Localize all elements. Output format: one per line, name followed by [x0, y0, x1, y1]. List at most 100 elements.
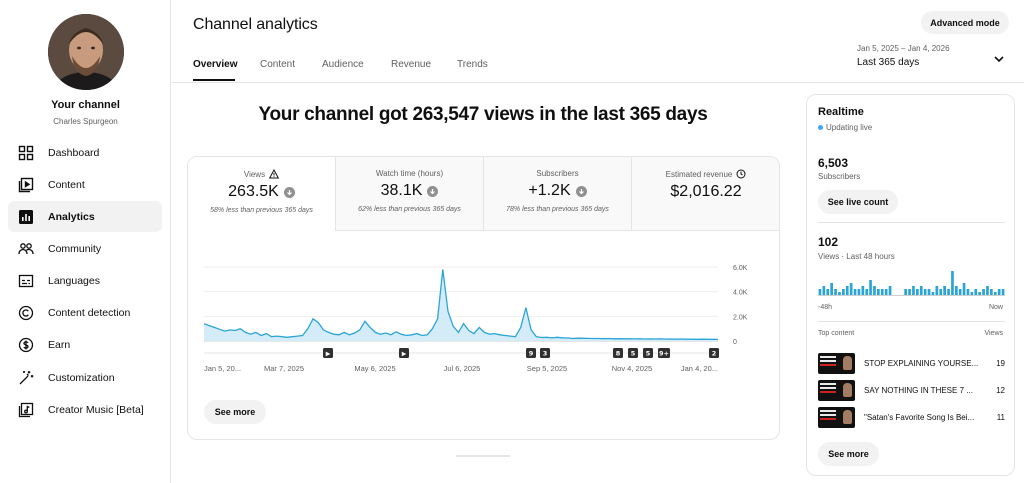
top-content-item[interactable]: SAY NOTHING IN THESE 7 ... 12	[818, 379, 1005, 401]
views-chart[interactable]: 6.0K 4.0K 2.0K 0 ▶ ▶ 9 3 8 5 5 9+ 2 Jan 5, 20... Mar 7…	[188, 255, 780, 385]
x-tick-label: Jan 4, 20...	[681, 364, 718, 373]
metric-revenue[interactable]: Estimated revenue $2,016.22	[632, 157, 779, 231]
realtime-bar	[884, 289, 888, 295]
realtime-bar	[943, 286, 946, 295]
sidebar-item-label: Content detection	[48, 306, 131, 319]
sidebar: Your channel Charles Spurgeon Dashboard …	[0, 0, 171, 483]
see-more-button[interactable]: See more	[204, 400, 266, 424]
metric-label: Estimated revenue	[665, 169, 733, 179]
realtime-bar	[904, 289, 907, 295]
metric-compare: 58% less than previous 365 days	[210, 207, 313, 214]
updating-live-text: Updating live	[826, 123, 873, 132]
realtime-bar	[993, 292, 997, 295]
overview-card: Views 263.5K 58% less than previous 365 …	[187, 156, 780, 440]
tab-audience[interactable]: Audience	[322, 59, 364, 70]
sidebar-item-creator-music[interactable]: Creator Music [Beta]	[8, 394, 162, 425]
sidebar-item-customization[interactable]: Customization	[8, 362, 162, 393]
tab-content[interactable]: Content	[260, 59, 296, 70]
x-tick-label: Jan 5, 20...	[204, 364, 241, 373]
axis-start-label: -48h	[818, 304, 833, 311]
updating-live: Updating live	[818, 123, 872, 132]
sidebar-item-languages[interactable]: Languages	[8, 265, 162, 296]
chart-marker-label: 5	[646, 350, 651, 358]
analytics-icon	[17, 208, 35, 226]
video-views: 19	[996, 358, 1005, 368]
divider	[818, 222, 1005, 223]
realtime-bar	[982, 289, 985, 295]
sidebar-item-analytics[interactable]: Analytics	[8, 201, 162, 232]
realtime-bar	[826, 289, 830, 295]
sidebar-item-label: Earn	[48, 338, 71, 351]
metric-views[interactable]: Views 263.5K 58% less than previous 365 …	[188, 157, 336, 231]
realtime-bar	[834, 289, 837, 295]
top-content-item[interactable]: STOP EXPLAINING YOURSE... 19	[818, 352, 1005, 374]
realtime-bar	[935, 286, 939, 295]
views-48h-count: 102	[818, 235, 839, 249]
tab-trends[interactable]: Trends	[457, 59, 488, 70]
chart-marker-label: 5	[631, 350, 636, 358]
metric-label: Subscribers	[536, 169, 579, 178]
realtime-bar	[947, 289, 950, 295]
content-icon	[17, 176, 35, 194]
advanced-mode-button[interactable]: Advanced mode	[921, 11, 1009, 34]
date-range-text[interactable]: Jan 5, 2025 – Jan 4, 2026	[857, 44, 950, 53]
sidebar-item-community[interactable]: Community	[8, 233, 162, 264]
chevron-down-icon[interactable]	[992, 52, 1006, 66]
realtime-bar	[845, 286, 849, 295]
top-content-item[interactable]: "Satan's Favorite Song Is Bei... 11	[818, 406, 1005, 428]
realtime-bar	[838, 292, 841, 295]
channel-name: Charles Spurgeon	[53, 117, 118, 126]
tab-revenue[interactable]: Revenue	[391, 59, 432, 70]
languages-icon	[17, 272, 35, 290]
see-live-count-button[interactable]: See live count	[818, 190, 898, 214]
live-dot-icon	[818, 125, 823, 130]
realtime-bar	[951, 271, 954, 295]
realtime-bar	[912, 286, 915, 295]
realtime-bar	[923, 289, 927, 295]
realtime-bar	[869, 280, 872, 295]
realtime-bar	[962, 283, 966, 295]
channel-avatar[interactable]	[48, 14, 124, 90]
realtime-bar	[974, 289, 978, 295]
x-tick-label: Jul 6, 2025	[444, 364, 481, 373]
metric-value: $2,016.22	[670, 183, 742, 200]
sidebar-item-content-detection[interactable]: Content detection	[8, 297, 162, 328]
sidebar-item-dashboard[interactable]: Dashboard	[8, 137, 162, 168]
chart-series-line	[203, 269, 719, 341]
chart-marker	[709, 348, 719, 358]
copyright-icon	[17, 304, 35, 322]
subscriber-count: 6,503	[818, 156, 849, 170]
chart-marker-label: ▶	[402, 351, 407, 358]
date-range-label[interactable]: Last 365 days	[857, 57, 920, 68]
sidebar-item-content[interactable]: Content	[8, 169, 162, 200]
sidebar-item-label: Customization	[48, 371, 115, 384]
tab-overview[interactable]: Overview	[193, 59, 238, 70]
chart-marker	[658, 348, 670, 358]
realtime-bar	[955, 286, 958, 295]
magic-wand-icon	[17, 369, 35, 387]
sidebar-item-earn[interactable]: Earn	[8, 329, 162, 360]
realtime-bar-chart[interactable]	[818, 271, 1005, 299]
chart-marker	[323, 348, 333, 358]
realtime-bar	[966, 289, 970, 295]
top-content-label: Top content	[818, 330, 855, 337]
metric-subscribers[interactable]: Subscribers +1.2K 78% less than previous…	[484, 157, 632, 231]
subscriber-label: Subscribers	[818, 172, 861, 181]
metric-value: 263.5K	[228, 183, 279, 200]
chart-marker	[613, 348, 623, 358]
chart-marker-label: 3	[543, 350, 548, 358]
metric-compare: 62% less than previous 365 days	[358, 206, 461, 213]
see-more-button[interactable]: See more	[818, 442, 879, 466]
arrow-down-icon	[283, 186, 295, 198]
video-title: "Satan's Favorite Song Is Bei...	[864, 412, 975, 422]
metric-watch-time[interactable]: Watch time (hours) 38.1K 62% less than p…	[336, 157, 484, 231]
realtime-bar	[1001, 289, 1005, 295]
chart-marker-label: 2	[712, 350, 717, 358]
views-headline: Your channel got 263,547 views in the la…	[258, 104, 708, 125]
page-title: Channel analytics	[193, 16, 318, 33]
sidebar-item-label: Languages	[48, 274, 100, 287]
realtime-bar	[990, 289, 993, 295]
realtime-bar	[986, 286, 989, 295]
realtime-bar	[880, 289, 884, 295]
realtime-bar	[908, 289, 911, 295]
